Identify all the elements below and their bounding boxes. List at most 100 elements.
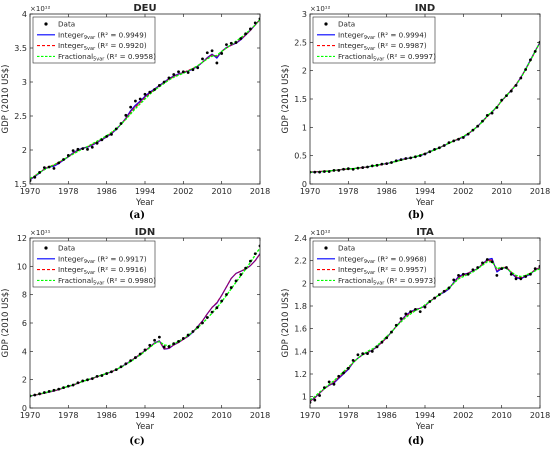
y-multiplier-label: ×10¹² [30, 5, 51, 13]
data-point [418, 310, 422, 314]
data-point [42, 166, 46, 170]
data-point [442, 289, 446, 293]
data-point [399, 317, 403, 320]
data-point [229, 286, 233, 289]
x-tick-label: 1986 [376, 187, 396, 196]
legend-entry-label: Fractional5var (R² = 0.9980) [58, 276, 156, 287]
data-point [327, 170, 331, 173]
data-point [490, 260, 494, 264]
data-point [342, 167, 345, 171]
legend-subscript: 5var [93, 57, 105, 63]
data-point [409, 310, 413, 314]
legend-entry-label: Fractional5var (R² = 0.9997) [338, 52, 436, 63]
y-tick-label: 0.5 [294, 152, 307, 161]
legend-r2: (R² = 0.9916) [95, 265, 147, 274]
x-tick-label: 1986 [96, 187, 116, 196]
data-point [234, 279, 238, 283]
panel-title: DEU [133, 3, 156, 14]
data-point [524, 68, 528, 71]
data-point [457, 137, 460, 141]
data-point [114, 368, 118, 372]
data-point [404, 157, 408, 160]
data-point [476, 266, 480, 269]
data-point [76, 147, 80, 151]
y-tick-label: 8 [22, 291, 27, 300]
data-point [38, 171, 41, 174]
data-point [437, 293, 441, 297]
data-point [332, 169, 336, 172]
legend-subscript: 5var [93, 281, 105, 287]
data-point [322, 386, 326, 389]
data-point [47, 390, 51, 393]
data-point [129, 359, 133, 363]
data-point [215, 306, 219, 310]
x-tick-label: 2010 [491, 411, 511, 420]
data-point [399, 158, 403, 162]
data-point [66, 384, 70, 388]
data-point [409, 156, 413, 160]
x-tick-label: 1994 [135, 187, 155, 196]
legend-subscript: 9var [364, 259, 376, 265]
legend-entry-label: Integer5var (R² = 0.9987) [338, 41, 427, 52]
x-axis-label: Year [135, 198, 155, 208]
data-point [86, 378, 89, 382]
legend-swatch-data [324, 246, 328, 250]
legend-subscript: 5var [364, 270, 376, 276]
data-point [114, 127, 118, 131]
data-point [509, 89, 513, 93]
data-point [418, 154, 422, 158]
data-point [481, 119, 484, 123]
legend-main: Integer [58, 30, 84, 39]
legend-r2: (R² = 0.9958) [104, 52, 156, 61]
data-point [129, 105, 133, 109]
data-point [471, 128, 475, 132]
subfigure-label: (b) [408, 210, 424, 221]
data-point [318, 170, 321, 174]
subfigure-label: (d) [408, 436, 424, 447]
data-point [253, 252, 257, 256]
data-point [177, 340, 180, 343]
data-point [337, 169, 341, 172]
data-point [81, 379, 85, 383]
x-tick-label: 1994 [135, 411, 155, 420]
legend-entry-label: Data [338, 244, 355, 253]
legend-subscript: 5var [84, 270, 96, 276]
y-tick-label: 1.5 [14, 180, 27, 189]
data-point [490, 111, 494, 115]
data-point [210, 310, 214, 314]
panel-title: ITA [416, 227, 434, 238]
x-tick-label: 2002 [173, 187, 193, 196]
data-point [318, 394, 321, 397]
data-point [313, 170, 317, 174]
data-point [514, 84, 518, 87]
data-point [366, 352, 369, 355]
x-tick-label: 1994 [415, 411, 435, 420]
data-point [95, 375, 99, 378]
y-tick-label: 1.5 [294, 95, 307, 104]
y-axis-label: GDP (2010 US$) [281, 65, 291, 134]
data-point [529, 58, 532, 62]
data-point [366, 165, 369, 169]
data-point [505, 266, 508, 269]
legend-box [312, 16, 436, 64]
data-point [191, 330, 195, 333]
legend-main: Data [338, 20, 355, 29]
legend-r2: (R² = 0.9980) [104, 276, 156, 285]
data-point [143, 348, 147, 352]
y-axis-label: GDP (2010 US$) [1, 289, 11, 358]
data-point [119, 365, 123, 369]
data-point [172, 342, 176, 346]
x-tick-label: 2018 [530, 187, 550, 196]
data-point [186, 333, 190, 337]
x-tick-label: 1970 [300, 411, 320, 420]
y-tick-label: 1.2 [294, 370, 307, 379]
legend-entry-label: Fractional5var (R² = 0.9973) [338, 276, 436, 287]
y-tick-label: 2.5 [14, 112, 27, 121]
legend-swatch-data [44, 246, 48, 250]
data-point [533, 50, 537, 53]
y-tick-label: 4 [22, 10, 27, 19]
data-point [505, 94, 508, 97]
x-tick-label: 1978 [58, 411, 78, 420]
